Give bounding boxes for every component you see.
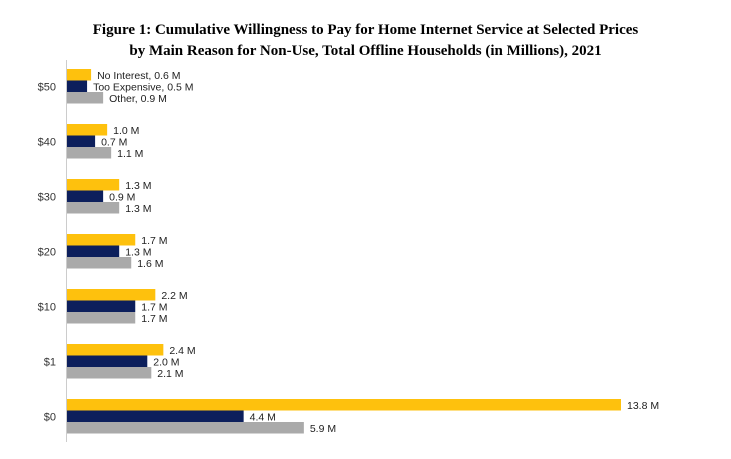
bar-too-expensive-10 — [67, 300, 136, 312]
data-label-no-interest-10: 2.2 M — [161, 290, 187, 302]
data-label-too-expensive-20: 1.3 M — [125, 246, 151, 258]
category-tick-0: $0 — [44, 411, 56, 423]
chart-title: Figure 1: Cumulative Willingness to Pay … — [0, 20, 731, 62]
data-label-too-expensive-50: Too Expensive, 0.5 M — [93, 81, 193, 93]
bar-other-1 — [67, 367, 152, 379]
chart-title-line2: by Main Reason for Non-Use, Total Offlin… — [129, 43, 602, 59]
bar-no-interest-1 — [67, 344, 164, 356]
data-label-no-interest-40: 1.0 M — [113, 125, 139, 137]
bar-other-50 — [67, 92, 104, 104]
category-tick-50: $50 — [38, 81, 56, 93]
data-label-other-20: 1.6 M — [137, 258, 163, 270]
bar-too-expensive-0 — [67, 410, 244, 422]
data-label-too-expensive-40: 0.7 M — [101, 136, 127, 148]
category-tick-20: $20 — [38, 246, 56, 258]
data-label-other-30: 1.3 M — [125, 203, 151, 215]
bar-too-expensive-40 — [67, 135, 96, 147]
category-ticks-group: $50 $40 $30 $20 $10 $1 $0 — [38, 81, 56, 423]
data-label-no-interest-30: 1.3 M — [125, 180, 151, 192]
bar-other-0 — [67, 422, 304, 434]
bar-too-expensive-30 — [67, 190, 104, 202]
bar-too-expensive-20 — [67, 245, 120, 257]
bar-other-20 — [67, 257, 132, 269]
data-label-no-interest-0: 13.8 M — [627, 400, 659, 412]
bar-no-interest-30 — [67, 179, 120, 191]
bar-too-expensive-50 — [67, 80, 88, 92]
bar-no-interest-0 — [67, 399, 621, 411]
bar-other-10 — [67, 312, 136, 324]
bar-too-expensive-1 — [67, 355, 148, 367]
data-label-other-10: 1.7 M — [141, 313, 167, 325]
data-label-other-40: 1.1 M — [117, 148, 143, 160]
data-label-other-1: 2.1 M — [157, 368, 183, 380]
bar-no-interest-10 — [67, 289, 156, 301]
category-tick-1: $1 — [44, 356, 56, 368]
data-label-no-interest-20: 1.7 M — [141, 235, 167, 247]
data-label-too-expensive-1: 2.0 M — [153, 356, 179, 368]
data-label-no-interest-50: No Interest, 0.6 M — [97, 70, 180, 82]
bar-no-interest-20 — [67, 234, 136, 246]
data-label-too-expensive-10: 1.7 M — [141, 301, 167, 313]
category-tick-10: $10 — [38, 301, 56, 313]
bars-group — [67, 69, 621, 434]
data-label-too-expensive-30: 0.9 M — [109, 191, 135, 203]
chart-title-line1: Figure 1: Cumulative Willingness to Pay … — [92, 22, 639, 38]
category-tick-30: $30 — [38, 191, 56, 203]
data-label-too-expensive-0: 4.4 M — [250, 411, 276, 423]
bar-no-interest-50 — [67, 69, 92, 81]
bar-no-interest-40 — [67, 124, 108, 136]
bar-other-30 — [67, 202, 120, 214]
bar-other-40 — [67, 147, 112, 159]
category-tick-40: $40 — [38, 136, 56, 148]
data-label-other-0: 5.9 M — [310, 423, 336, 435]
data-label-other-50: Other, 0.9 M — [109, 93, 167, 105]
data-label-no-interest-1: 2.4 M — [169, 345, 195, 357]
